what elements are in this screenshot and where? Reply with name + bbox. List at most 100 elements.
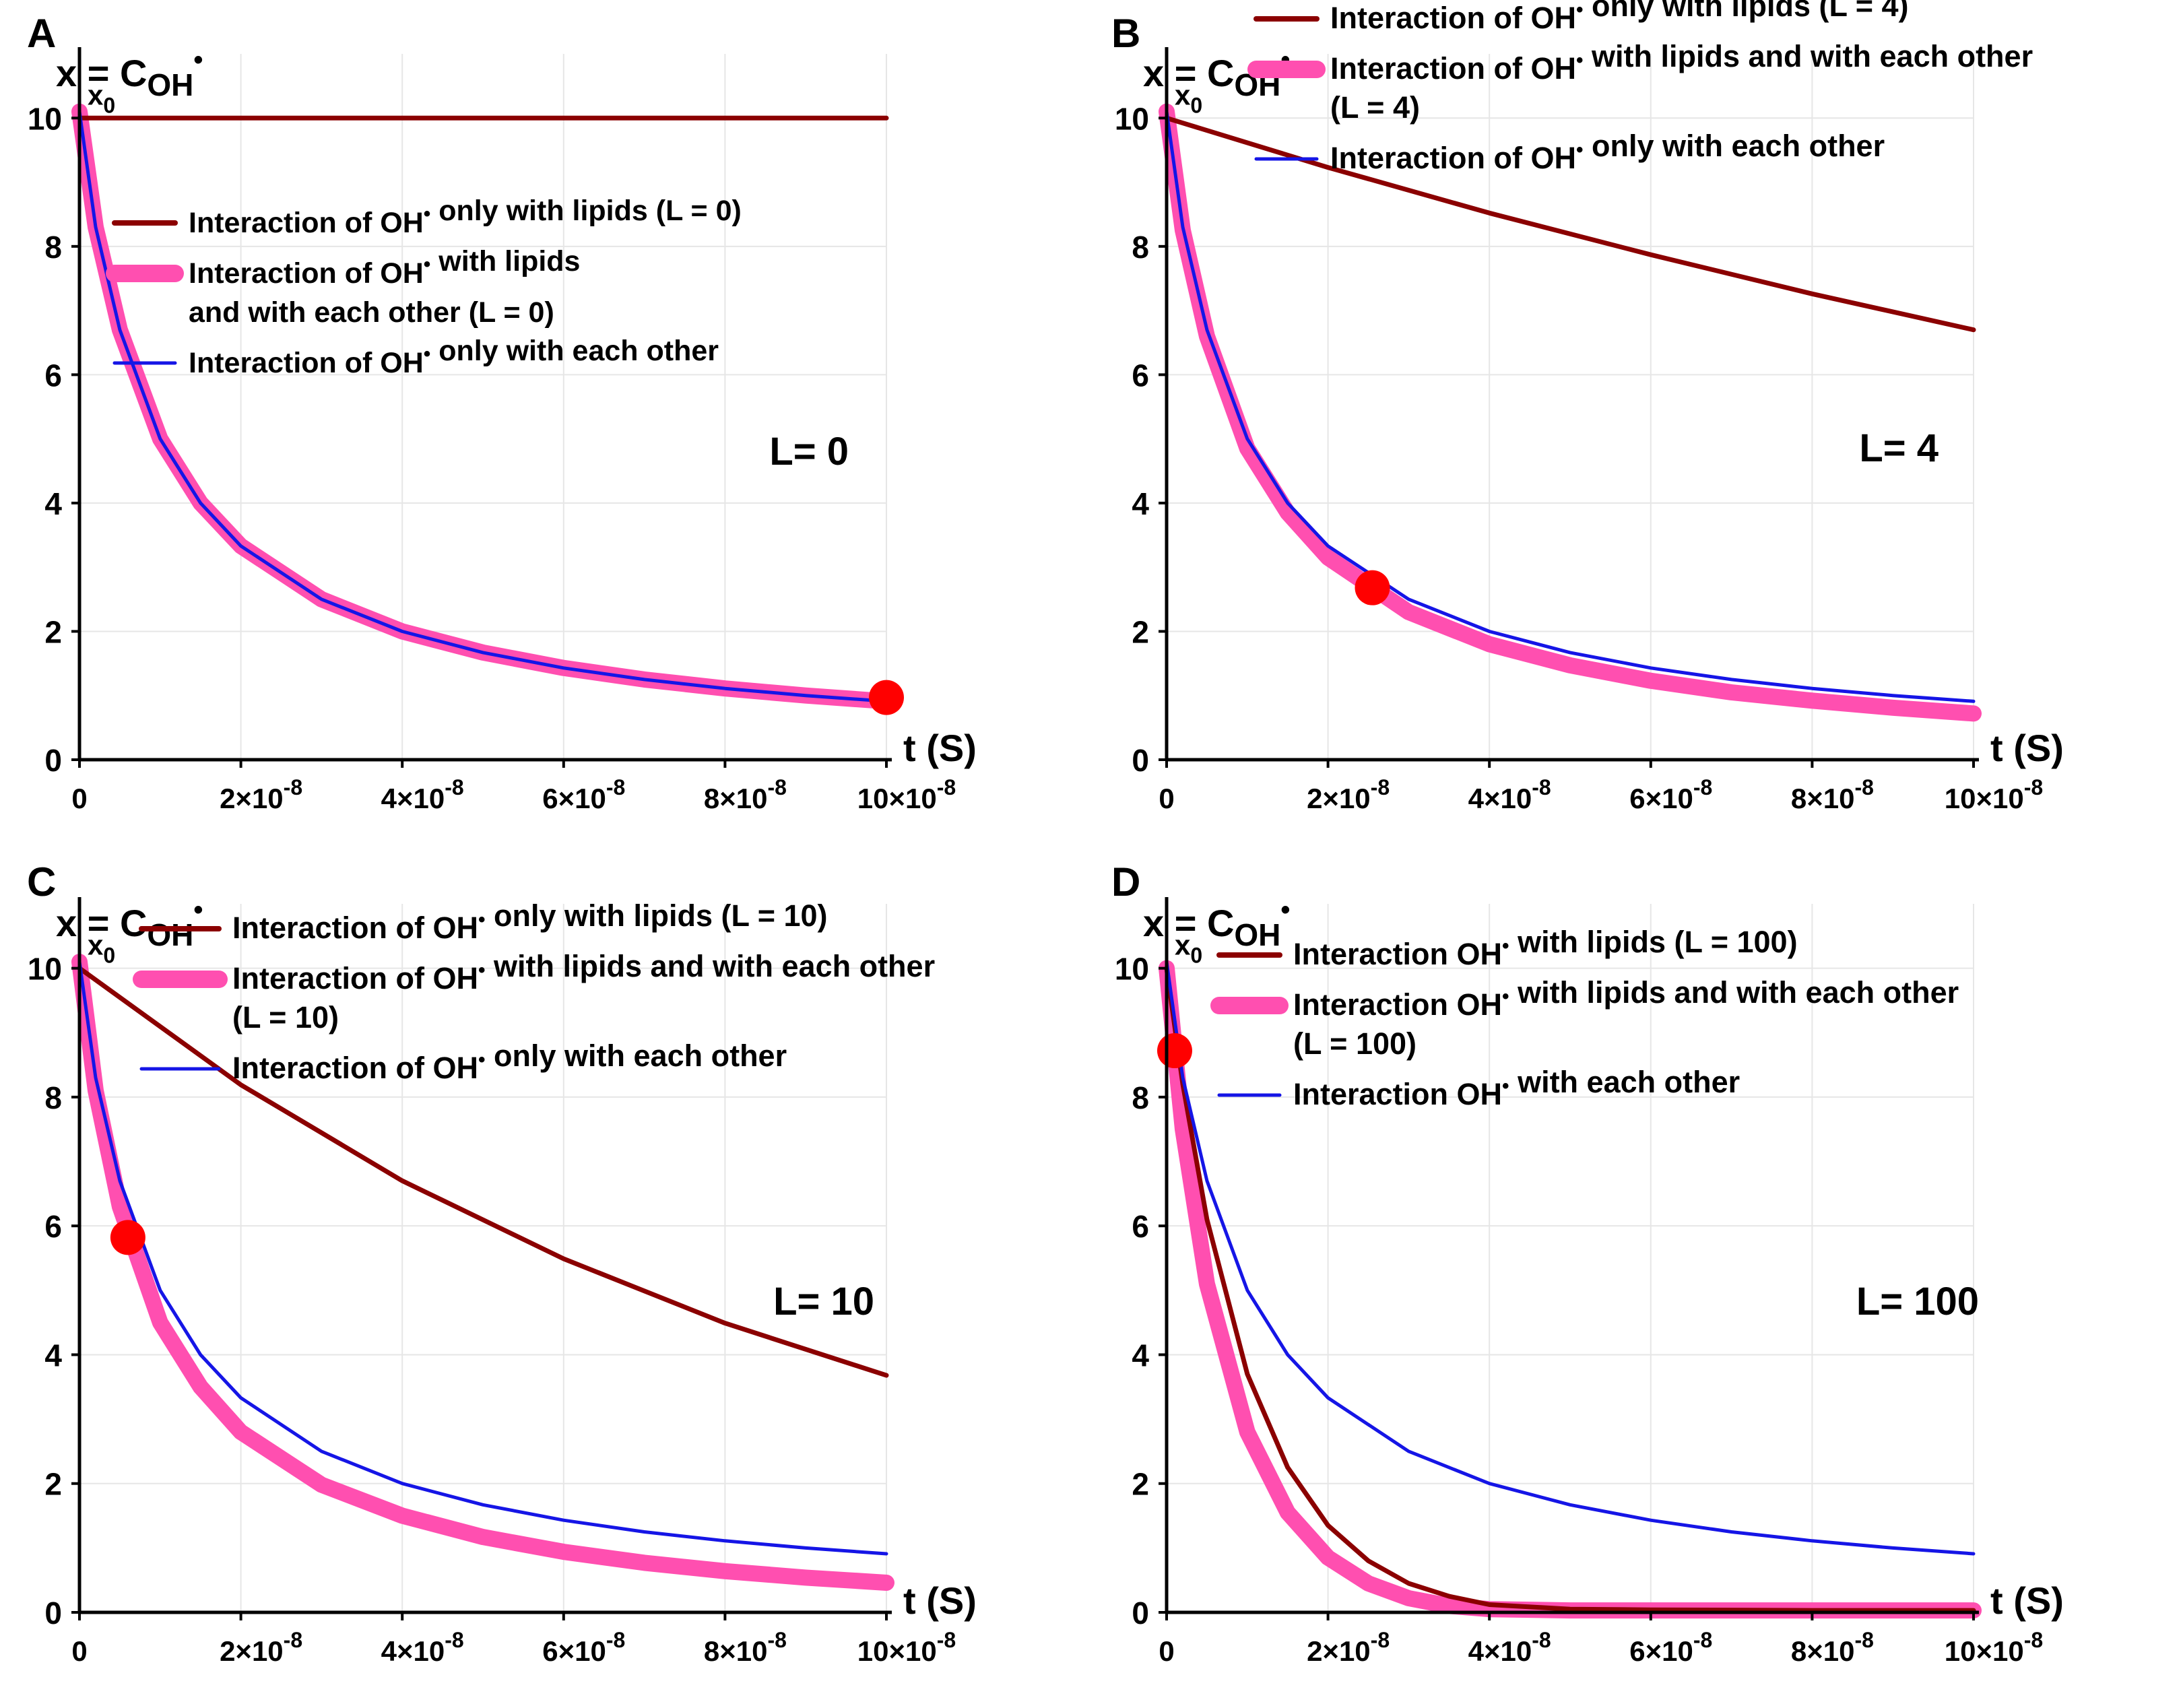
- x-tick-label: 2×10-8: [1307, 775, 1390, 814]
- x0-label-main: x: [1175, 79, 1191, 110]
- x-tick-label: 0: [1159, 783, 1174, 814]
- x-tick-exp: -8: [284, 775, 302, 799]
- y-tick-label: 4: [1132, 1338, 1149, 1373]
- series-line-each-other-only: [77, 960, 888, 1556]
- x-tick-text: 0: [71, 1635, 87, 1667]
- x-tick-exp: -8: [445, 775, 463, 799]
- panel-letter: D: [1111, 859, 1140, 905]
- x-tick-base: 8×10: [704, 1635, 768, 1667]
- y-axis-label-sub: OH: [147, 67, 193, 102]
- x-tick-exp: -8: [1854, 775, 1873, 799]
- x-tick-base: 2×10: [1307, 1635, 1371, 1667]
- x-tick-label: 8×10-8: [704, 1628, 787, 1667]
- x-axis-label: t (S): [1990, 1579, 2064, 1622]
- y-tick-label: 8: [1132, 1080, 1149, 1115]
- legend-label: Interaction of OH• only with lipids (L =…: [189, 195, 742, 239]
- x-axis-label: t (S): [1990, 727, 2064, 769]
- x-tick-base: 2×10: [1307, 783, 1371, 814]
- legend-text: only with lipids (L = 0): [430, 195, 742, 227]
- legend-sup: •: [424, 343, 431, 365]
- legend-label: (L = 4): [1330, 90, 1420, 125]
- legend-label: and with each other (L = 0): [189, 296, 554, 329]
- legend-text: Interaction of OH: [1330, 1, 1576, 35]
- y-tick-label: 6: [44, 358, 62, 393]
- legend-text: Interaction of OH: [232, 1051, 478, 1085]
- y-tick-label: 6: [1132, 358, 1149, 393]
- x-tick-exp: -8: [1371, 1628, 1390, 1652]
- legend-sup: •: [478, 959, 486, 981]
- l-annotation: L= 10: [773, 1280, 874, 1323]
- y-axis-label-sup: •: [193, 45, 203, 75]
- x-tick-base: 10×10: [1945, 783, 2024, 814]
- x-tick-label: 10×10-8: [857, 775, 956, 814]
- series-line-lipids-and-each-other: [1159, 103, 1982, 722]
- x-tick-label: 8×10-8: [1791, 775, 1874, 814]
- x-tick-base: 6×10: [1629, 783, 1693, 814]
- legend-label: (L = 100): [1293, 1026, 1417, 1061]
- x-tick-base: 4×10: [1468, 783, 1532, 814]
- legend-label: Interaction OH• with lipids (L = 100): [1293, 925, 1798, 971]
- marker-point: [869, 680, 904, 715]
- legend: Interaction of OH• only with lipids (L =…: [133, 898, 935, 1085]
- x-tick-exp: -8: [937, 1628, 956, 1652]
- legend-label: Interaction of OH• only with lipids (L =…: [232, 898, 828, 945]
- x-tick-exp: -8: [606, 1628, 625, 1652]
- x-tick-exp: -8: [284, 1628, 302, 1652]
- x0-label-sub: 0: [103, 93, 115, 117]
- x-tick-exp: -8: [1693, 1628, 1712, 1652]
- legend-sup: •: [1576, 49, 1584, 71]
- legend: Interaction of OH• only with lipids (L =…: [106, 195, 742, 379]
- x0-label-sub: 0: [1190, 93, 1202, 117]
- x-tick-base: 4×10: [1468, 1635, 1532, 1667]
- x-tick-label: 10×10-8: [1945, 1628, 2043, 1667]
- y-tick-label: 10: [1115, 952, 1149, 987]
- y-tick-label: 4: [44, 1338, 62, 1373]
- y-tick-label: 10: [1115, 101, 1149, 136]
- legend-text: Interaction of OH: [232, 911, 478, 945]
- x-tick-label: 6×10-8: [1629, 775, 1712, 814]
- panel-letter: C: [27, 859, 56, 905]
- y-tick-label: 8: [1132, 230, 1149, 265]
- x-tick-exp: -8: [1693, 775, 1712, 799]
- x0-label: x0: [88, 929, 115, 968]
- x-tick-base: 10×10: [857, 783, 937, 814]
- legend-text: (L = 4): [1330, 90, 1420, 125]
- x-tick-base: 8×10: [1791, 1635, 1855, 1667]
- x-tick-exp: -8: [767, 1628, 786, 1652]
- x-axis-label: t (S): [903, 727, 977, 769]
- legend-text: (L = 10): [232, 1000, 339, 1034]
- x0-label: x0: [1175, 79, 1202, 117]
- legend-label: Interaction of OH• with lipids and with …: [232, 949, 935, 995]
- x-tick-exp: -8: [1532, 775, 1551, 799]
- legend-sup: •: [1576, 139, 1584, 161]
- legend-sup: •: [478, 909, 486, 931]
- legend-label: Interaction of OH• only with each other: [232, 1039, 787, 1085]
- legend-label: (L = 10): [232, 1000, 339, 1034]
- panel-letter: A: [27, 11, 56, 56]
- legend-label: Interaction OH• with lipids and with eac…: [1293, 975, 1959, 1022]
- y-axis-label: x = COH•: [1143, 895, 1290, 952]
- y-tick-label: 4: [44, 486, 62, 521]
- x0-label-sub: 0: [103, 944, 115, 968]
- y-axis-label-main: x = C: [56, 52, 147, 94]
- legend-text: with lipids: [430, 245, 580, 277]
- x-tick-base: 10×10: [857, 1635, 937, 1667]
- x0-label-sub: 0: [1190, 944, 1202, 968]
- legend-text: only with lipids (L = 4): [1584, 0, 1909, 23]
- x0-label-main: x: [88, 79, 104, 110]
- legend: Interaction OH• with lipids (L = 100)Int…: [1210, 925, 1959, 1111]
- legend-text: Interaction of OH: [1330, 141, 1576, 175]
- x-tick-label: 4×10-8: [381, 775, 464, 814]
- l-annotation: L= 0: [769, 430, 849, 473]
- series-line-each-other-only: [77, 110, 888, 703]
- legend-sup: •: [1502, 935, 1509, 957]
- x0-label-main: x: [88, 929, 104, 961]
- y-tick-label: 8: [44, 230, 62, 265]
- marker-point: [1157, 1033, 1192, 1069]
- x-tick-label: 4×10-8: [1468, 1628, 1551, 1667]
- legend-label: Interaction of OH• with lipids and with …: [1330, 39, 2033, 86]
- x-tick-base: 10×10: [1945, 1635, 2024, 1667]
- x-tick-label: 0: [1159, 1635, 1174, 1667]
